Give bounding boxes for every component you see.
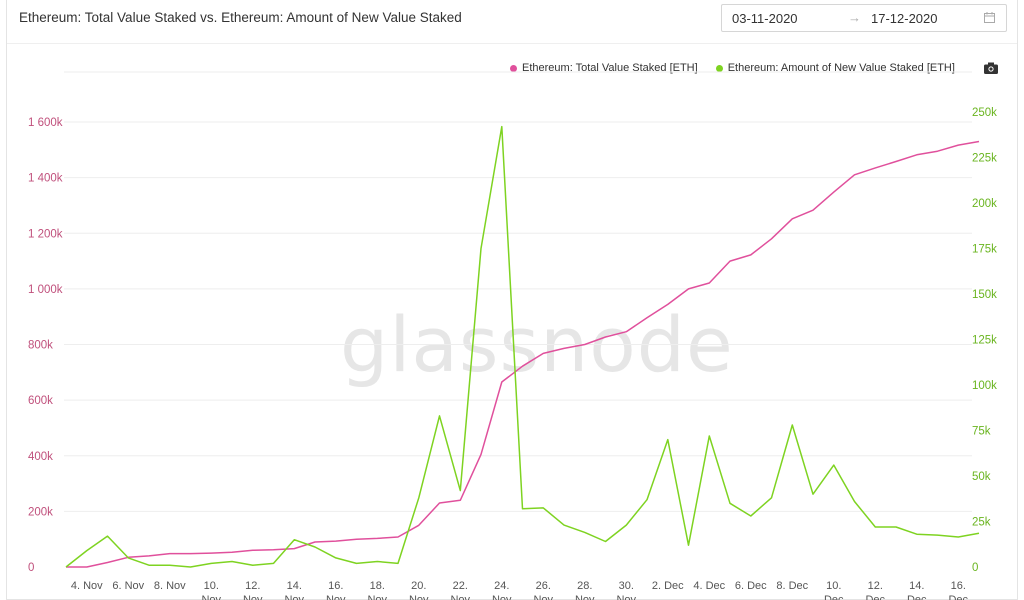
x-tick-label: 14. — [287, 580, 302, 592]
legend-marker-total — [510, 64, 517, 72]
x-tick-label: Dec — [824, 594, 844, 600]
x-tick-label: 6. Dec — [735, 580, 767, 592]
y-left-tick-label: 1 000k — [28, 284, 63, 296]
x-tick-label: 28. — [577, 580, 592, 592]
y-right-tick-label: 150k — [972, 289, 997, 301]
chart-title: Ethereum: Total Value Staked vs. Ethereu… — [19, 10, 462, 25]
date-range-picker[interactable]: 03-11-2020 → 17-12-2020 — [721, 4, 1007, 32]
x-tick-label: 22. — [453, 580, 468, 592]
date-from-input[interactable]: 03-11-2020 — [732, 11, 798, 26]
y-right-tick-label: 25k — [972, 517, 991, 529]
x-tick-label: 12. — [245, 580, 260, 592]
y-right-tick-label: 250k — [972, 107, 997, 119]
x-tick-label: 16. — [328, 580, 343, 592]
y-right-tick-label: 75k — [972, 426, 991, 438]
x-tick-label: Nov — [326, 594, 346, 600]
x-tick-label: 26. — [536, 580, 551, 592]
x-tick-label: 2. Dec — [652, 580, 684, 592]
y-left-tick-label: 800k — [28, 340, 53, 352]
x-tick-label: Dec — [948, 594, 968, 600]
y-right-tick-label: 175k — [972, 244, 997, 256]
y-right-tick-label: 50k — [972, 471, 991, 483]
x-tick-label: Dec — [907, 594, 927, 600]
x-tick-label: Nov — [492, 594, 512, 600]
x-tick-label: Nov — [616, 594, 636, 600]
y-right-tick-label: 125k — [972, 335, 997, 347]
x-tick-label: 6. Nov — [112, 580, 144, 592]
series-line-total-value-staked — [66, 140, 980, 568]
x-tick-label: Nov — [450, 594, 470, 600]
y-right-tick-label: 200k — [972, 198, 997, 210]
y-right-tick-label: 100k — [972, 380, 997, 392]
legend-item-new[interactable]: Ethereum: Amount of New Value Staked [ET… — [715, 62, 955, 74]
x-tick-label: 8. Nov — [154, 580, 186, 592]
x-tick-label: Nov — [409, 594, 429, 600]
header-divider — [7, 43, 1017, 44]
x-tick-label: Nov — [533, 594, 553, 600]
legend-marker-new — [715, 64, 723, 72]
x-tick-label: 10. — [826, 580, 841, 592]
x-tick-label: Dec — [865, 594, 885, 600]
date-to-input[interactable]: 17-12-2020 — [871, 11, 938, 26]
chart-legend: Ethereum: Total Value Staked [ETH] Ether… — [510, 62, 973, 74]
x-tick-label: 20. — [411, 580, 426, 592]
y-left-tick-label: 1 400k — [28, 173, 63, 185]
y-left-tick-label: 1 600k — [28, 117, 63, 129]
x-tick-label: Nov — [367, 594, 387, 600]
x-tick-label: 18. — [370, 580, 385, 592]
x-tick-label: 16. — [951, 580, 966, 592]
x-tick-label: 12. — [868, 580, 883, 592]
legend-label-total: Ethereum: Total Value Staked [ETH] — [522, 62, 698, 74]
x-tick-label: 10. — [204, 580, 219, 592]
x-tick-label: Nov — [243, 594, 263, 600]
legend-label-new: Ethereum: Amount of New Value Staked [ET… — [727, 62, 955, 74]
x-tick-label: 14. — [909, 580, 924, 592]
y-left-tick-label: 400k — [28, 451, 53, 463]
calendar-icon[interactable] — [984, 12, 995, 23]
y-left-tick-label: 0 — [28, 562, 34, 574]
x-tick-label: 30. — [619, 580, 634, 592]
x-tick-label: Nov — [284, 594, 304, 600]
date-range-arrow: → — [848, 10, 861, 25]
legend-item-total[interactable]: Ethereum: Total Value Staked [ETH] — [510, 62, 698, 74]
y-right-tick-label: 0 — [972, 562, 978, 574]
x-tick-label: 24. — [494, 580, 509, 592]
camera-icon[interactable] — [984, 62, 998, 74]
y-left-tick-label: 600k — [28, 395, 53, 407]
x-tick-label: Nov — [201, 594, 221, 600]
series-line-new-value-staked — [65, 125, 980, 568]
x-tick-label: 4. Nov — [71, 580, 103, 592]
x-tick-label: 4. Dec — [693, 580, 725, 592]
y-left-tick-label: 1 200k — [28, 228, 63, 240]
x-tick-label: Nov — [575, 594, 595, 600]
y-right-tick-label: 225k — [972, 153, 997, 165]
x-tick-label: 8. Dec — [776, 580, 808, 592]
y-left-tick-label: 200k — [28, 506, 53, 518]
